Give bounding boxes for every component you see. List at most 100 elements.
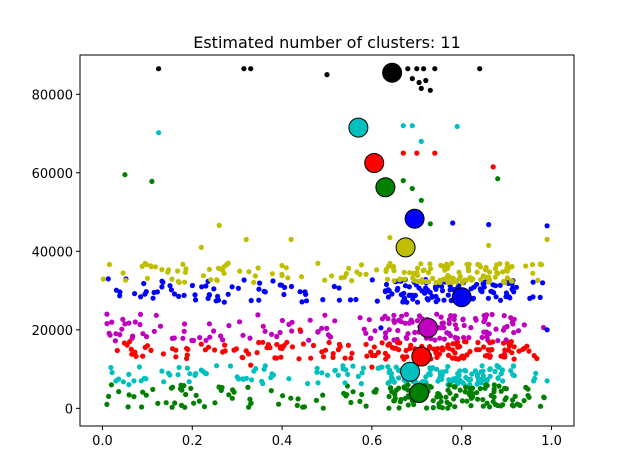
data-point bbox=[509, 263, 515, 270]
data-point bbox=[326, 339, 332, 346]
data-point bbox=[105, 276, 111, 282]
data-point bbox=[537, 294, 543, 300]
data-point bbox=[510, 363, 517, 369]
data-point bbox=[403, 311, 409, 317]
data-point bbox=[113, 378, 119, 384]
data-point bbox=[240, 376, 246, 382]
data-point bbox=[447, 401, 453, 408]
data-point bbox=[526, 394, 532, 400]
data-point bbox=[533, 370, 539, 376]
data-point bbox=[108, 382, 114, 388]
data-point bbox=[506, 341, 512, 347]
data-point bbox=[113, 331, 119, 337]
data-point bbox=[445, 342, 451, 348]
data-point bbox=[320, 297, 326, 303]
data-point bbox=[360, 365, 367, 371]
data-point bbox=[310, 342, 317, 349]
data-point bbox=[262, 363, 268, 369]
data-point bbox=[248, 401, 254, 407]
data-point bbox=[278, 354, 284, 360]
data-point bbox=[461, 335, 467, 341]
data-point bbox=[332, 318, 338, 324]
data-point bbox=[172, 400, 178, 406]
data-point bbox=[133, 353, 139, 359]
data-point bbox=[436, 403, 442, 409]
data-point bbox=[348, 399, 354, 406]
data-point bbox=[368, 335, 374, 341]
data-point bbox=[319, 325, 325, 331]
data-point bbox=[515, 328, 522, 334]
x-tick-label: 0.2 bbox=[182, 434, 203, 449]
data-point bbox=[178, 402, 185, 408]
data-point bbox=[248, 66, 254, 72]
data-point bbox=[460, 317, 466, 323]
data-point bbox=[143, 262, 150, 268]
data-point bbox=[181, 292, 187, 298]
data-point bbox=[269, 331, 275, 337]
data-point bbox=[127, 339, 133, 345]
data-point bbox=[331, 283, 337, 290]
data-point bbox=[320, 405, 326, 411]
data-point bbox=[286, 376, 292, 382]
data-point bbox=[531, 353, 537, 359]
data-point bbox=[274, 341, 280, 348]
data-point bbox=[137, 311, 144, 317]
data-point bbox=[175, 268, 181, 274]
data-point bbox=[386, 288, 392, 294]
data-point bbox=[137, 321, 143, 328]
data-point bbox=[116, 389, 122, 395]
data-point bbox=[438, 325, 444, 331]
data-point bbox=[161, 379, 167, 385]
data-point bbox=[531, 378, 537, 384]
data-point bbox=[229, 284, 235, 290]
data-point bbox=[289, 344, 295, 350]
data-point bbox=[463, 384, 469, 390]
data-point bbox=[121, 340, 127, 346]
data-point bbox=[424, 405, 430, 411]
data-point bbox=[423, 77, 429, 84]
data-point bbox=[320, 392, 326, 398]
data-point bbox=[295, 396, 301, 402]
data-point bbox=[106, 261, 112, 268]
data-point bbox=[427, 372, 433, 378]
data-point bbox=[126, 392, 132, 398]
data-point bbox=[260, 323, 266, 329]
data-point bbox=[416, 285, 422, 291]
data-point bbox=[184, 365, 190, 371]
data-point bbox=[269, 271, 275, 277]
data-point bbox=[387, 385, 393, 391]
data-point bbox=[187, 371, 193, 377]
data-point bbox=[302, 289, 308, 295]
data-point bbox=[212, 400, 218, 406]
data-point bbox=[117, 293, 123, 299]
data-point bbox=[159, 368, 165, 374]
data-point bbox=[382, 350, 388, 356]
data-point bbox=[402, 295, 408, 301]
data-point bbox=[491, 382, 497, 388]
data-point bbox=[502, 347, 508, 353]
data-point bbox=[313, 397, 319, 403]
data-point bbox=[319, 349, 325, 355]
data-point bbox=[423, 374, 429, 380]
data-point bbox=[476, 347, 482, 353]
data-point bbox=[113, 287, 119, 293]
data-point bbox=[220, 337, 226, 343]
data-point bbox=[120, 316, 126, 322]
data-point bbox=[243, 236, 249, 243]
data-point bbox=[254, 350, 260, 356]
data-point bbox=[395, 327, 401, 334]
data-point bbox=[436, 351, 443, 357]
data-point bbox=[229, 395, 235, 401]
data-point bbox=[179, 387, 185, 393]
data-point bbox=[231, 389, 237, 395]
data-point bbox=[440, 347, 446, 353]
data-point bbox=[409, 123, 415, 129]
data-point bbox=[330, 351, 336, 357]
data-point bbox=[462, 389, 468, 395]
data-point bbox=[467, 275, 473, 281]
data-point bbox=[401, 269, 407, 275]
data-point bbox=[325, 372, 331, 378]
data-point bbox=[348, 355, 354, 361]
data-point bbox=[218, 333, 224, 339]
